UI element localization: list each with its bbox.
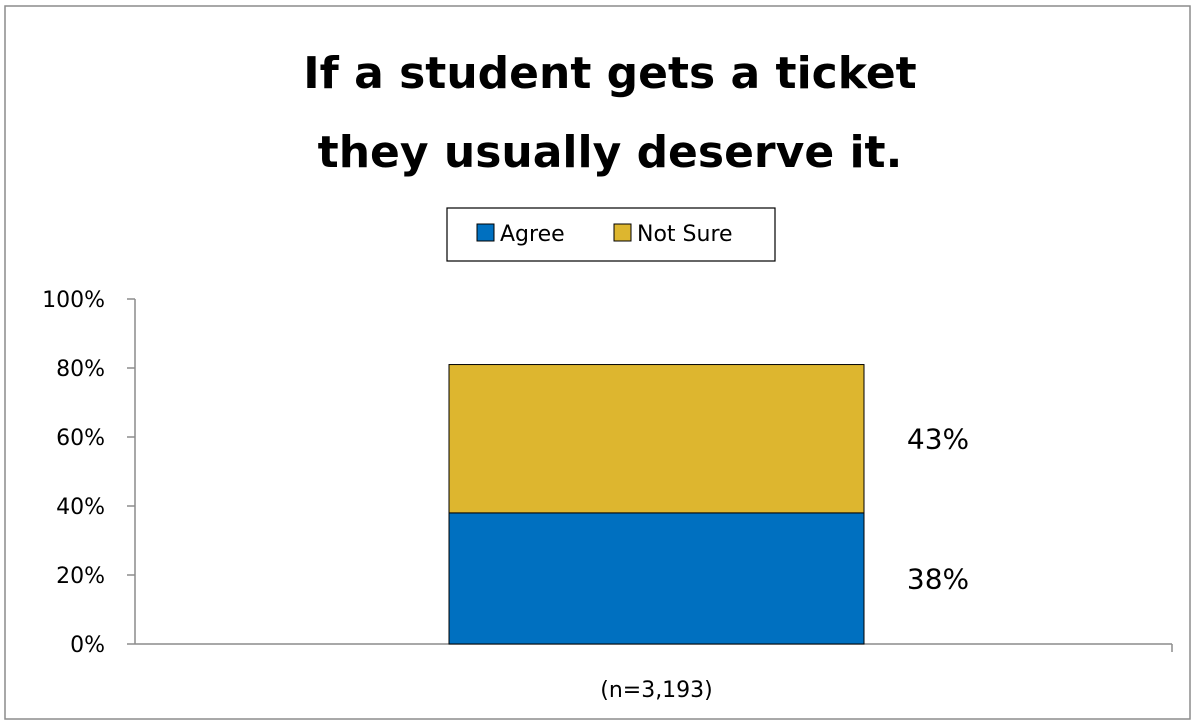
legend-label-not-sure: Not Sure xyxy=(637,222,733,247)
legend-box xyxy=(446,207,776,262)
chart-title-line-2: they usually deserve it. xyxy=(318,127,903,178)
y-tick-label: 40% xyxy=(56,495,105,520)
bar-segment-agree xyxy=(448,512,865,645)
y-tick-label: 100% xyxy=(42,288,105,313)
y-tick-label: 60% xyxy=(56,426,105,451)
x-category-label: (n=3,193) xyxy=(600,678,713,703)
legend: Agree Not Sure xyxy=(446,207,776,262)
bar-segment-not-sure xyxy=(448,364,865,514)
chart-title-line-1: If a student gets a ticket xyxy=(303,48,916,99)
data-label-not-sure: 43% xyxy=(907,423,969,456)
legend-swatch-not-sure xyxy=(613,223,632,242)
legend-label-agree: Agree xyxy=(500,222,565,247)
data-label-agree: 38% xyxy=(907,562,969,595)
y-tick-label: 0% xyxy=(70,633,105,658)
plot-area: 0% 20% 40% 60% 80% 100% 38% 43% (n=3,193) xyxy=(42,288,1173,703)
y-tick-label: 80% xyxy=(56,357,105,382)
legend-swatch-agree xyxy=(476,223,495,242)
y-tick-label: 20% xyxy=(56,564,105,589)
